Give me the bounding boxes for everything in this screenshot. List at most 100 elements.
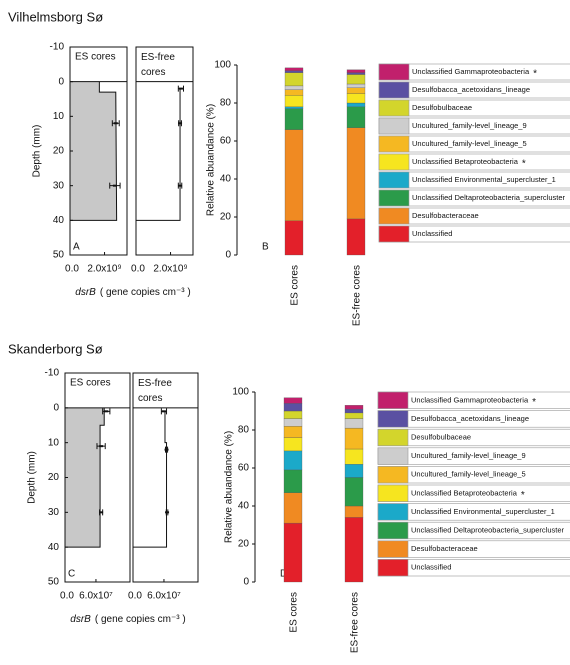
y-tick-label: -10 (50, 42, 65, 53)
x-tick-label: 6.0x10⁷ (79, 591, 113, 602)
x-axis-unit: ( gene copies cm⁻³ ) (100, 287, 191, 298)
y-axis-label: Depth (mm) (27, 451, 38, 504)
bar-segment (284, 89, 304, 96)
profile-line (70, 81, 118, 221)
legend-swatch (378, 81, 410, 99)
y-tick-label: 40 (238, 501, 250, 512)
y-tick-label: 30 (53, 180, 65, 191)
bar-segment (283, 492, 303, 524)
y-tick-label: 30 (48, 507, 60, 518)
legend-label: Unclassified Betaproteobacteria (411, 488, 518, 497)
y-tick-label: 40 (220, 174, 232, 185)
x-axis-unit: ( gene copies cm⁻³ ) (95, 614, 186, 625)
section-title: Skanderborg Sø (8, 341, 103, 356)
legend-label: Unclassified (412, 229, 452, 238)
legend-swatch (378, 117, 410, 135)
bar-segment (344, 418, 364, 429)
legend-label: Desulfobacteraceae (411, 544, 478, 553)
legend-label: Unclassified Deltaproteobacteria_supercl… (412, 193, 565, 202)
legend-label: Unclassified Environmental_supercluster_… (412, 175, 556, 184)
y-tick-label: 20 (48, 472, 60, 483)
plot-frame (135, 46, 194, 256)
y-tick-label: 50 (48, 577, 60, 588)
x-tick-label: ES-free cores (352, 265, 363, 326)
bar-segment (284, 95, 304, 107)
panel-title-line: ES-free (141, 52, 175, 63)
y-tick-label: 80 (220, 98, 232, 109)
y-tick-label: 60 (220, 136, 232, 147)
legend-swatch (378, 135, 410, 153)
y-tick-label: 10 (48, 437, 60, 448)
plot-frame (132, 372, 199, 583)
panel-title-line: ES-free (138, 378, 172, 389)
bar-segment (346, 74, 366, 85)
y-tick-label: 60 (238, 463, 250, 474)
x-tick-label: 0.0 (128, 591, 142, 602)
y-tick-label: 0 (225, 250, 231, 261)
bar-segment (284, 85, 304, 90)
legend-note: * (521, 490, 525, 501)
bar-segment (284, 67, 304, 71)
legend-note: * (533, 69, 537, 80)
legend-label: Uncultured_family-level_lineage_5 (411, 470, 526, 479)
legend-label: Unclassified Betaproteobacteria (412, 157, 519, 166)
panel-title-line: cores (141, 67, 165, 78)
legend-label: Unclassified Environmental_supercluster_… (411, 507, 555, 516)
y-tick-label: 20 (238, 539, 250, 550)
legend-swatch (377, 559, 409, 577)
profile-line (65, 407, 105, 548)
bar-segment (344, 412, 364, 419)
profile-area (65, 407, 105, 548)
bar-segment (283, 450, 303, 471)
x-axis-gene: dsrB (70, 614, 91, 625)
y-tick-label: 50 (53, 250, 65, 261)
y-tick-label: -10 (45, 368, 60, 379)
legend-label: Uncultured_family-level_lineage_5 (412, 139, 527, 148)
y-tick-label: 40 (48, 542, 60, 553)
panel-title: ES-free cores (138, 378, 172, 404)
y-tick-label: 0 (58, 76, 64, 87)
legend-swatch (378, 207, 410, 225)
x-tick-label: ES-free cores (350, 592, 361, 653)
bar-segment (284, 106, 304, 109)
panel-title-line: cores (138, 393, 162, 404)
bar-segment (284, 108, 304, 130)
panel-label: A (73, 242, 80, 253)
legend-label: Desulfobulbaceae (412, 103, 472, 112)
legend-swatch (377, 428, 409, 447)
legend-label: Desulfobacteraceae (412, 211, 479, 220)
legend-swatch (378, 189, 410, 207)
bar-segment (346, 72, 366, 75)
bar-segment (344, 408, 364, 414)
bar-segment (346, 102, 366, 107)
y-tick-label: 40 (53, 215, 65, 226)
bar-segment (346, 83, 366, 88)
y-tick-label: 80 (238, 425, 250, 436)
bar-segment (284, 220, 304, 256)
legend-swatch (377, 484, 409, 502)
bar-segment (346, 69, 366, 73)
bar-segment (283, 522, 303, 583)
legend-note: * (522, 159, 526, 170)
panel-title: ES cores (70, 378, 111, 389)
x-tick-label: ES cores (290, 265, 301, 306)
bar-segment (346, 93, 366, 104)
legend-swatch (377, 503, 409, 521)
profile-line (136, 88, 181, 221)
legend-label: Uncultured_family-level_lineage_9 (411, 451, 526, 460)
y-tick-label: 0 (53, 402, 59, 413)
legend-label: Unclassified (411, 563, 451, 572)
profile-area (70, 81, 117, 221)
legend-label: Desulfobacca_acetoxidans_lineage (412, 85, 530, 94)
bar-segment (344, 448, 364, 465)
bar-segment (346, 218, 366, 256)
legend-swatch (378, 171, 410, 189)
legend-label: Unclassified Deltaproteobacteria_supercl… (411, 525, 564, 534)
profile-line (133, 410, 168, 548)
y-tick-label: 10 (53, 111, 65, 122)
x-axis-label: dsrB ( gene copies cm⁻³ ) (70, 614, 185, 625)
legend-swatch (377, 521, 409, 540)
y-tick-label: 20 (220, 212, 232, 223)
x-axis-label: dsrB ( gene copies cm⁻³ ) (75, 287, 190, 298)
